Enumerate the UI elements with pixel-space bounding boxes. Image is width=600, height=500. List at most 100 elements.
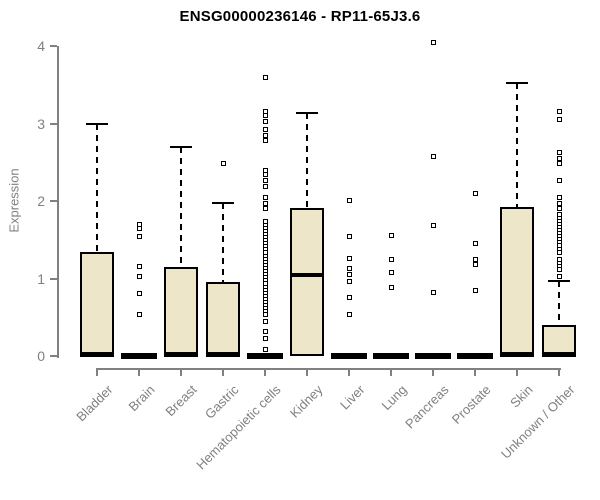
median-line [206, 352, 240, 357]
outlier-point [556, 267, 562, 273]
x-axis-tick [306, 368, 308, 376]
y-tick-label: 4 [37, 38, 45, 54]
y-tick-label: 3 [37, 115, 45, 132]
whisker-cap [170, 145, 192, 148]
whisker-line [516, 83, 518, 208]
outlier-point [136, 274, 142, 280]
y-axis-tick [50, 277, 57, 280]
outlier-point [472, 262, 478, 268]
outlier-point [136, 226, 142, 232]
whisker-cap [212, 202, 234, 205]
box-rect [290, 207, 324, 356]
y-axis-tick [50, 122, 57, 125]
outlier-point [262, 318, 268, 324]
outlier-point [346, 265, 352, 271]
whisker-cap [548, 279, 570, 282]
x-axis-tick [390, 368, 392, 376]
whisker-line [306, 113, 308, 208]
outlier-point [262, 312, 268, 318]
x-axis-tick [222, 368, 224, 376]
outlier-point [262, 200, 268, 206]
x-axis-tick [474, 368, 476, 376]
outlier-point [556, 160, 562, 166]
x-axis-tick [138, 368, 140, 376]
outlier-point [262, 194, 268, 200]
y-tick-label: 2 [37, 193, 45, 209]
outlier-point [472, 257, 478, 263]
x-axis-line [97, 368, 561, 370]
outlier-point [388, 285, 394, 291]
outlier-point [136, 264, 142, 270]
outlier-point [220, 160, 226, 166]
box-rect [206, 282, 240, 356]
median-line [164, 352, 198, 357]
box-rect [500, 207, 534, 356]
outlier-point [556, 249, 562, 255]
median-line [80, 352, 114, 357]
outlier-point [346, 197, 352, 203]
whisker-line [222, 203, 224, 283]
outlier-point [556, 109, 562, 115]
outlier-point [262, 336, 268, 342]
y-axis-tick [50, 45, 57, 47]
outlier-point [472, 241, 478, 247]
outlier-point [346, 255, 352, 261]
zero-median-bar [373, 353, 409, 359]
zero-median-bar [415, 353, 451, 359]
x-axis-tick [348, 368, 350, 376]
outlier-point [262, 329, 268, 335]
chart-title: ENSG00000236146 - RP11-65J3.6 [179, 8, 421, 25]
outlier-point [262, 206, 268, 212]
outlier-point [388, 269, 394, 275]
y-tick-label: 1 [37, 270, 45, 287]
x-axis-tick [96, 368, 98, 376]
outlier-point [556, 206, 562, 212]
outlier-point [556, 155, 562, 161]
outlier-point [556, 177, 562, 183]
outlier-point [556, 200, 562, 206]
outlier-point [262, 74, 268, 80]
whisker-line [96, 123, 98, 253]
outlier-point [430, 39, 436, 45]
y-axis-line [57, 46, 59, 358]
box-rect [80, 252, 114, 356]
outlier-point [262, 108, 268, 114]
whisker-line [180, 146, 182, 267]
outlier-point [430, 153, 436, 159]
outlier-point [388, 232, 394, 238]
outlier-point [430, 223, 436, 229]
outlier-point [430, 289, 436, 295]
median-line [500, 352, 534, 357]
outlier-point [136, 234, 142, 240]
outlier-point [262, 167, 268, 173]
outlier-point [262, 138, 268, 144]
outlier-point [136, 312, 142, 318]
outlier-point [346, 279, 352, 285]
outlier-point [556, 195, 562, 201]
outlier-point [262, 183, 268, 189]
outlier-point [136, 290, 142, 296]
outlier-point [346, 312, 352, 318]
outlier-point [388, 256, 394, 262]
y-tick-label: 0 [37, 348, 45, 364]
outlier-point [262, 127, 268, 133]
box-rect [542, 325, 576, 356]
outlier-point [262, 172, 268, 178]
y-axis-tick [50, 200, 57, 202]
y-axis-tick [50, 355, 57, 357]
zero-median-bar [331, 353, 367, 359]
zero-median-bar [121, 353, 157, 359]
x-axis-tick [264, 368, 266, 376]
median-line [542, 352, 576, 357]
outlier-point [262, 119, 268, 125]
whisker-line [558, 280, 560, 325]
outlier-point [262, 346, 268, 352]
x-axis-tick [558, 368, 560, 376]
zero-median-bar [457, 353, 493, 359]
outlier-point [262, 132, 268, 138]
median-line [290, 272, 324, 278]
whisker-cap [506, 82, 528, 85]
whisker-cap [296, 112, 318, 115]
outlier-point [556, 274, 562, 280]
